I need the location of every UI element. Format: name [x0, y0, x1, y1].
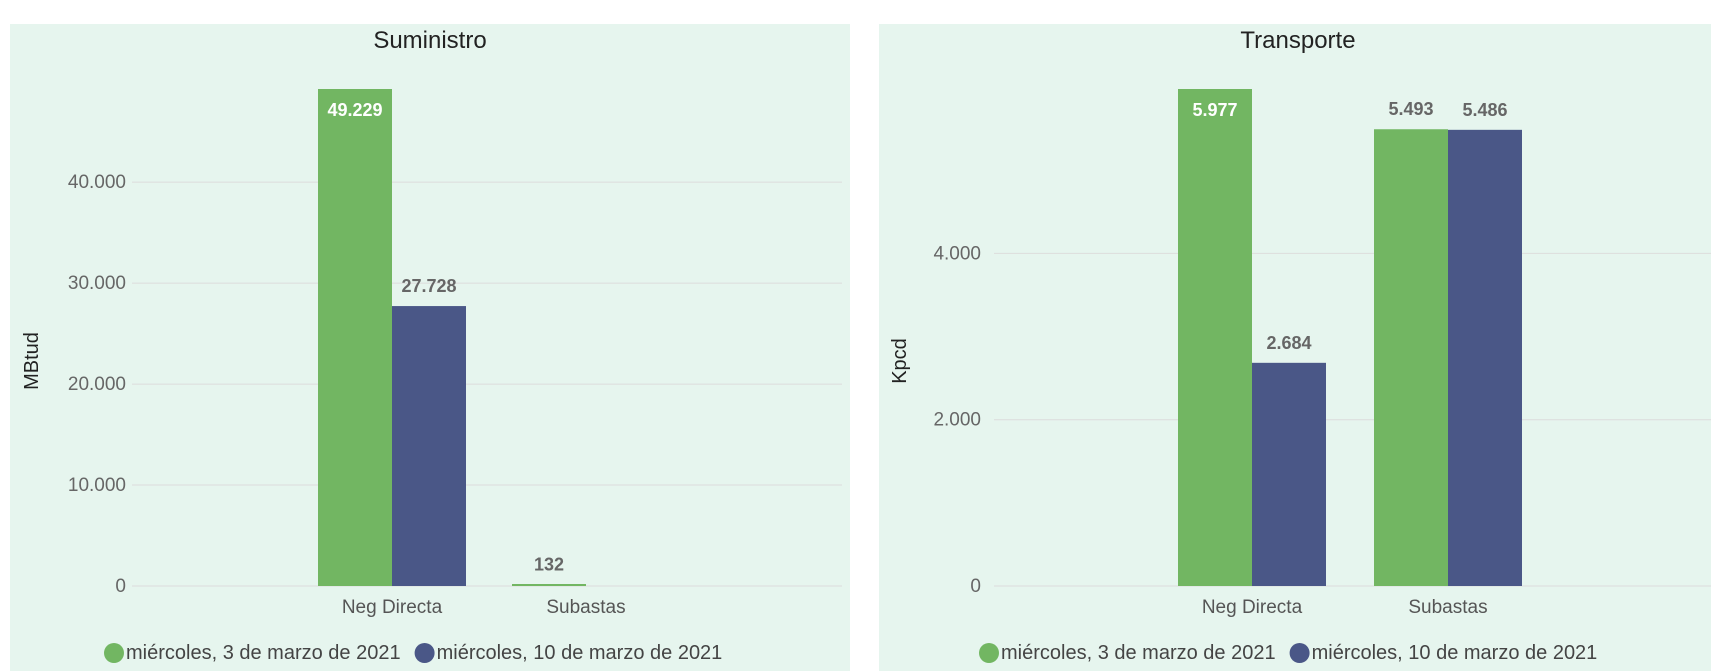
y-tick-label: 30.000 [68, 273, 126, 294]
x-tick-label: Neg Directa [1202, 597, 1303, 618]
y-axis-label: Kpcd [889, 338, 911, 384]
y-tick-label: 2.000 [933, 410, 981, 431]
data-label: 132 [534, 555, 564, 575]
legend-label-2: miércoles, 10 de marzo de 2021 [1312, 642, 1598, 664]
legend-marker-2 [414, 643, 435, 663]
y-tick-label: 4.000 [933, 243, 981, 264]
bar-chart-suministro: Suministro MBtud 0 10.000 20.000 30.000 40.000… [21, 27, 842, 664]
data-label: 5.977 [1192, 100, 1237, 120]
bar-1 [318, 89, 392, 586]
data-label: 5.493 [1388, 99, 1433, 119]
bar-2 [1252, 362, 1326, 586]
x-tick-label: Subastas [546, 597, 625, 618]
y-axis-label: MBtud [21, 332, 43, 390]
data-label: 2.684 [1266, 333, 1311, 353]
y-tick-label: 10.000 [68, 475, 126, 496]
data-label: 5.486 [1462, 100, 1507, 120]
legend-label-1: miércoles, 3 de marzo de 2021 [1001, 642, 1276, 664]
bar-2 [1448, 129, 1522, 586]
bar-chart-transporte: Transporte Kpcd 0 2.000 4.000 5.977 2.684 Neg D… [889, 27, 1711, 664]
legend-marker-2 [1289, 643, 1310, 663]
x-tick-label: Neg Directa [342, 597, 443, 618]
y-tick-label: 20.000 [68, 374, 126, 395]
y-tick-label: 0 [115, 576, 126, 597]
x-tick-label: Subastas [1408, 597, 1487, 618]
y-tick-label: 40.000 [68, 172, 126, 193]
bar-2 [392, 306, 466, 586]
legend-marker-1 [104, 643, 124, 663]
y-tick-label: 0 [970, 576, 981, 597]
legend-label-1: miércoles, 3 de marzo de 2021 [126, 642, 401, 664]
chart-panel-suministro: Suministro MBtud 0 10.000 20.000 30.000 40.000… [10, 24, 850, 671]
legend-marker-1 [979, 643, 999, 663]
chart-title: Suministro [373, 27, 486, 54]
data-label: 27.728 [401, 276, 456, 296]
data-label: 49.229 [327, 100, 382, 120]
bar-1 [1178, 89, 1252, 586]
bar-1 [1374, 129, 1448, 586]
legend-label-2: miércoles, 10 de marzo de 2021 [437, 642, 723, 664]
chart-title: Transporte [1240, 27, 1355, 54]
bar-1 [512, 584, 586, 586]
chart-panel-transporte: Transporte Kpcd 0 2.000 4.000 5.977 2.684 Neg D… [879, 24, 1711, 671]
